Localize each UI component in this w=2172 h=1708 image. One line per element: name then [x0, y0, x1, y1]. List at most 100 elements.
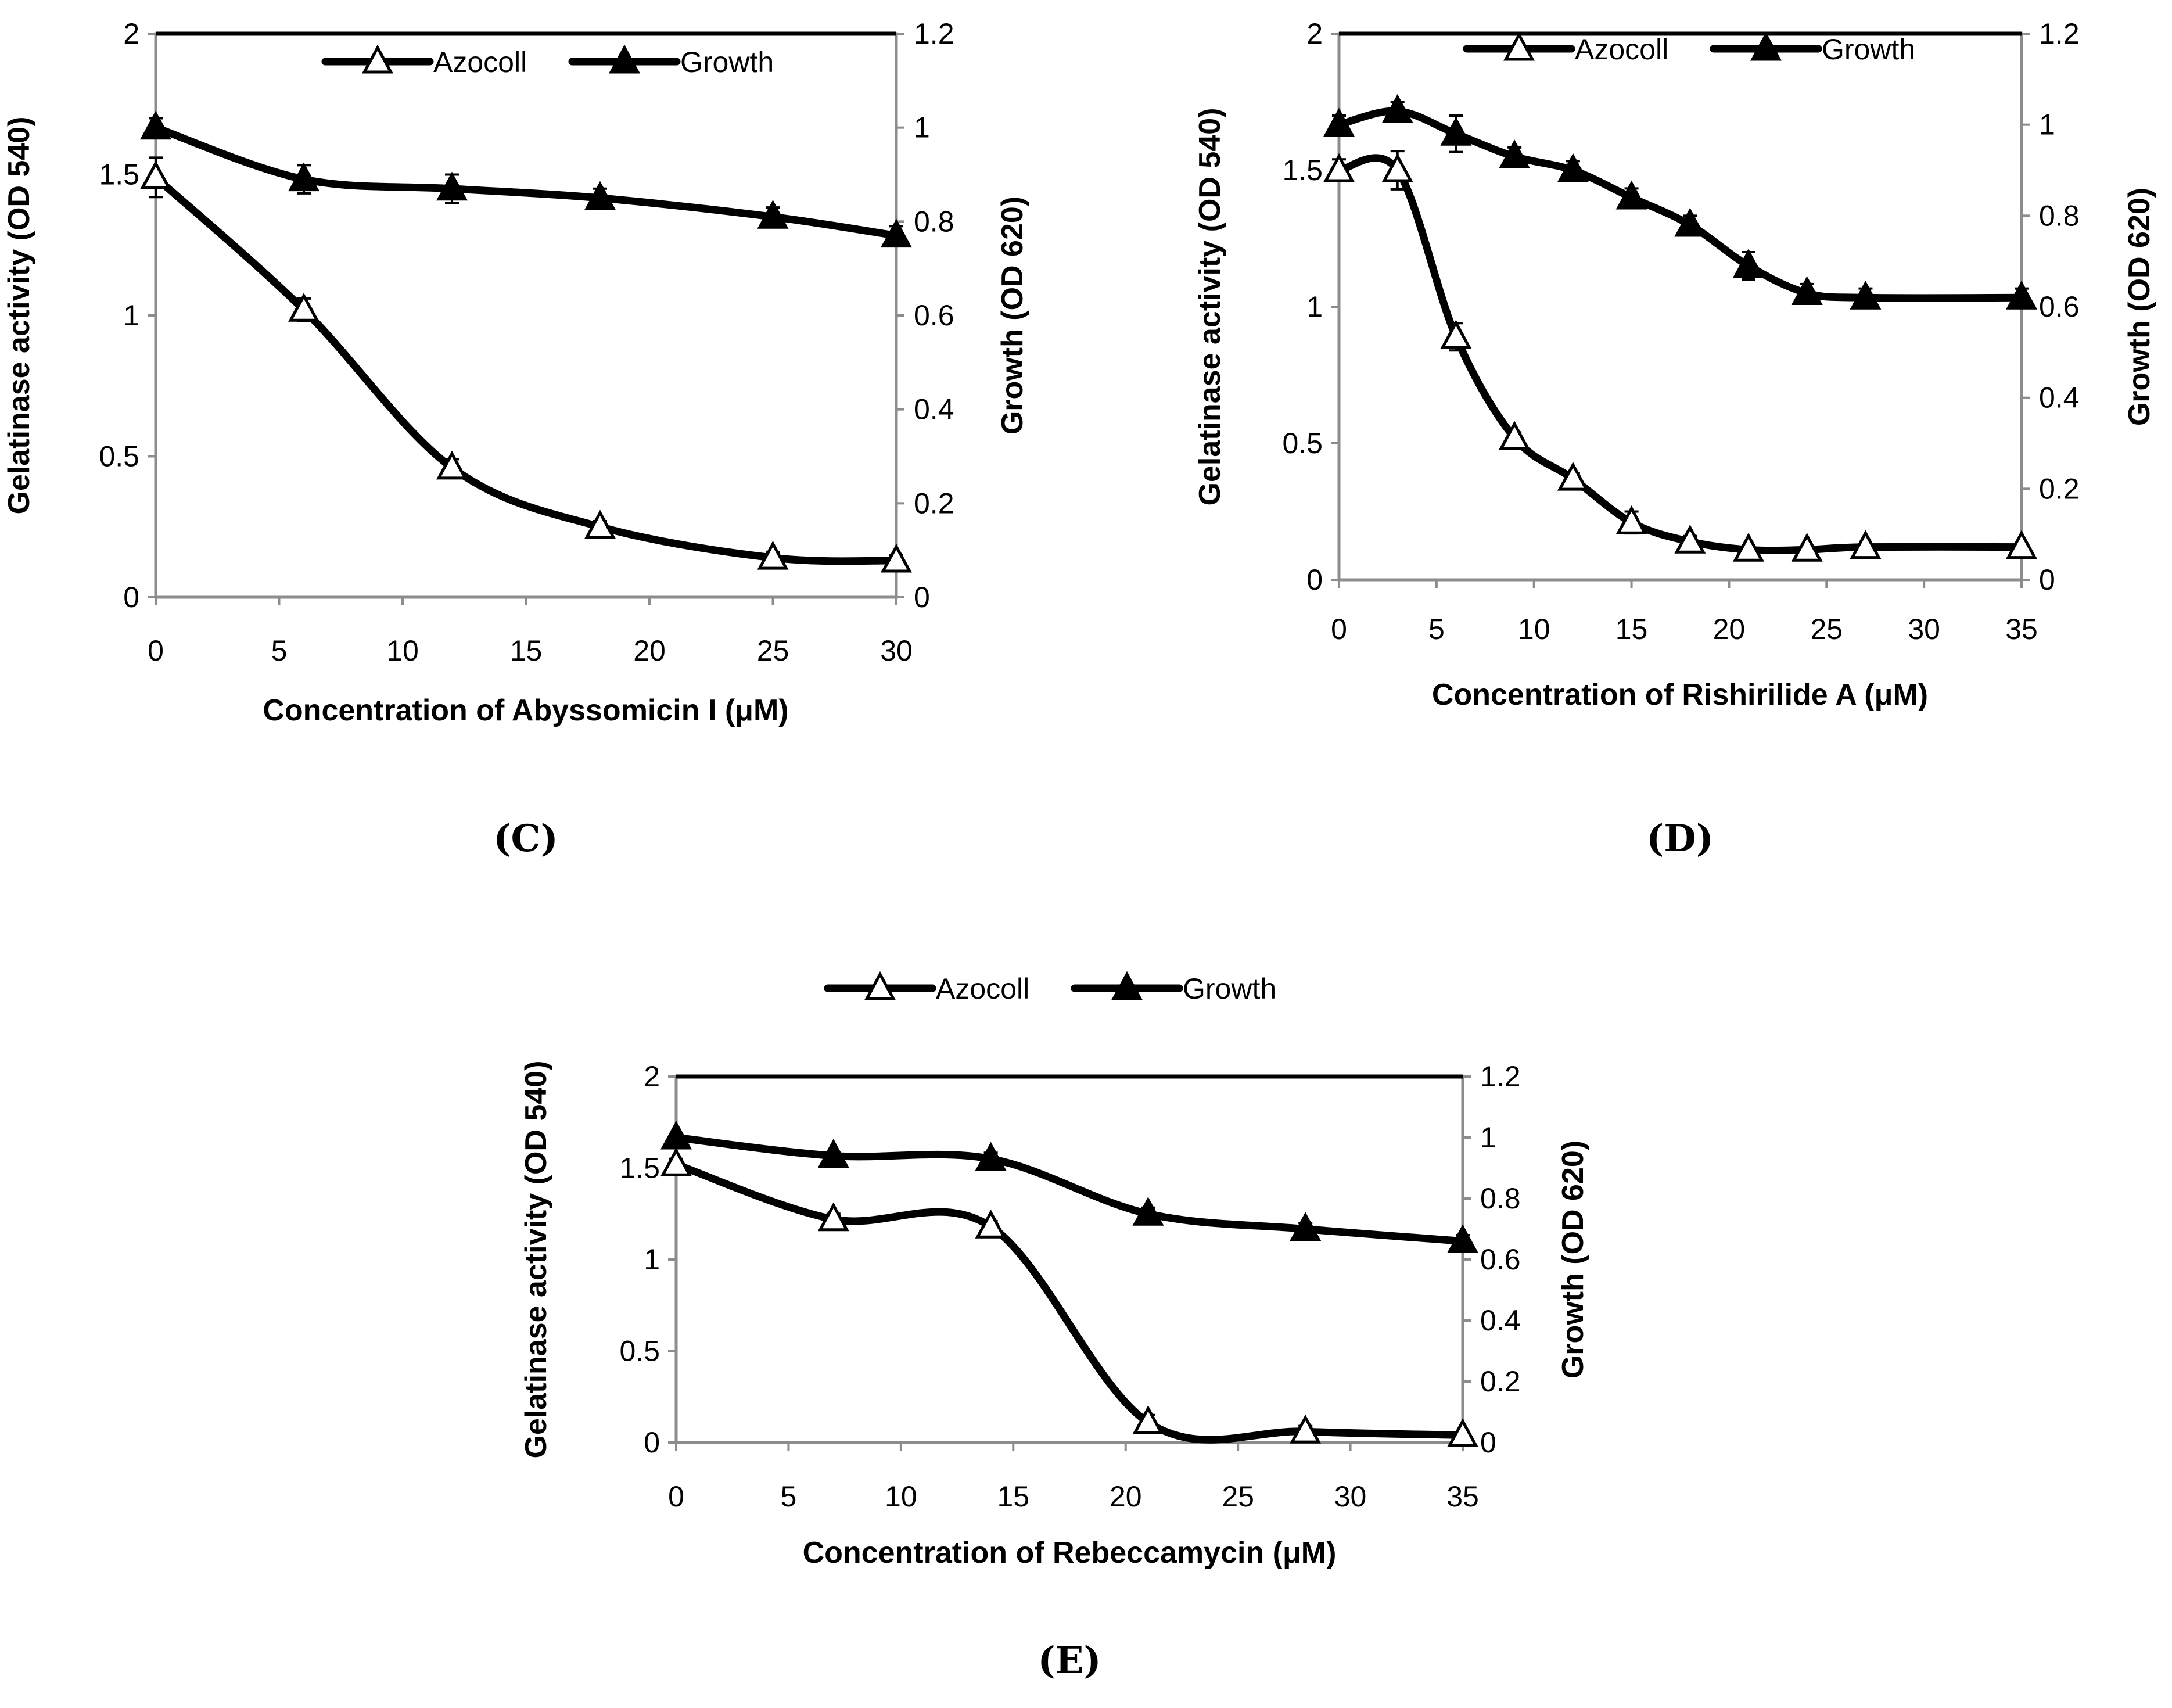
legend-growth-label: Growth: [1183, 973, 1276, 1005]
azocoll-line: [152, 173, 900, 565]
azocoll-point: [139, 160, 172, 189]
growth-line: [1335, 107, 2026, 302]
growth-point: [584, 181, 616, 210]
growth-point: [1290, 1212, 1322, 1241]
growth-point: [1557, 153, 1589, 182]
y-tick-label: 2: [1306, 17, 1323, 50]
y2-axis-title: Growth (OD 620): [996, 196, 1029, 435]
growth-point: [975, 1142, 1007, 1171]
x-tick-label: 30: [1908, 613, 1940, 645]
azocoll-point: [2005, 530, 2038, 559]
y-axis-title: Gelatinase activity (OD 540): [1193, 108, 1227, 506]
x-axis-title: Concentration of Abyssomicin I (μM): [263, 694, 788, 727]
y2-tick-label: 0.2: [2039, 472, 2080, 505]
azocoll-point: [436, 450, 468, 480]
y2-tick-label: 1: [1480, 1121, 1496, 1154]
y2-tick-label: 0.6: [1480, 1243, 1521, 1276]
azocoll-point: [757, 540, 789, 570]
y-tick-label: 0.5: [1282, 427, 1323, 460]
y2-tick-label: 0.4: [1480, 1304, 1521, 1337]
growth-point: [1499, 139, 1531, 168]
growth-point: [1674, 207, 1706, 237]
azocoll-point: [1446, 1418, 1479, 1447]
legend-growth-marker: [1750, 31, 1782, 61]
x-tick-label: 0: [668, 1480, 684, 1513]
y2-tick-label: 1: [914, 112, 930, 144]
x-tick-label: 25: [1222, 1480, 1254, 1513]
y-tick-label: 1.5: [1282, 154, 1323, 186]
x-tick-label: 25: [757, 634, 789, 667]
y-tick-label: 0: [1306, 564, 1323, 596]
y-axis-title: Gelatinase activity (OD 540): [2, 117, 36, 515]
growth-point: [660, 1120, 692, 1150]
y2-tick-label: 1: [2039, 109, 2055, 141]
legend-growth-label: Growth: [680, 46, 774, 78]
y-tick-label: 0.5: [619, 1335, 660, 1368]
azocoll-point: [1850, 530, 1882, 559]
growth-point: [817, 1139, 849, 1168]
panel-label: (C): [493, 817, 558, 860]
x-tick-label: 10: [1518, 613, 1550, 645]
growth-point: [1732, 249, 1765, 278]
azocoll-point: [1791, 533, 1823, 562]
y-tick-label: 1: [644, 1243, 660, 1276]
growth-point: [880, 218, 913, 248]
growth-line: [152, 124, 900, 240]
y2-tick-label: 0: [1480, 1426, 1496, 1459]
growth-point: [1132, 1197, 1164, 1226]
y-tick-label: 2: [644, 1060, 660, 1093]
x-tick-label: 5: [781, 1480, 797, 1513]
growth-point: [139, 110, 172, 140]
x-tick-label: 10: [885, 1480, 917, 1513]
azocoll-line: [672, 1160, 1467, 1444]
y2-tick-label: 1.2: [2039, 17, 2080, 50]
legend-growth-marker: [1111, 971, 1143, 1000]
legend-growth-label: Growth: [1822, 33, 1915, 66]
y2-tick-label: 0.8: [1480, 1182, 1521, 1215]
growth-point: [288, 162, 320, 192]
growth-point: [436, 171, 468, 201]
azocoll-point: [1674, 524, 1706, 554]
x-tick-label: 20: [1713, 613, 1746, 645]
x-axis-title: Concentration of Rebeccamycin (μM): [803, 1536, 1337, 1570]
y2-axis-title: Growth (OD 620): [1556, 1140, 1590, 1379]
legend-azocoll-marker: [361, 44, 394, 74]
azocoll-point: [1732, 533, 1765, 562]
y2-tick-label: 1.2: [914, 17, 954, 50]
azocoll-point: [1499, 421, 1531, 450]
azocoll-point: [1323, 153, 1355, 182]
x-tick-label: 10: [386, 634, 419, 667]
x-tick-label: 20: [1110, 1480, 1142, 1513]
azocoll-point: [288, 293, 320, 322]
y2-tick-label: 0.6: [914, 299, 954, 332]
x-tick-label: 15: [997, 1480, 1029, 1513]
growth-point: [1615, 180, 1647, 210]
y2-tick-label: 0.2: [914, 487, 954, 519]
azocoll-point: [660, 1147, 692, 1176]
azocoll-point: [1381, 153, 1413, 182]
y-tick-label: 0: [123, 581, 139, 613]
azocoll-point: [1132, 1405, 1164, 1434]
growth-point: [1446, 1224, 1479, 1253]
y-tick-label: 1.5: [619, 1152, 660, 1185]
y2-axis-title: Growth (OD 620): [2123, 188, 2156, 426]
azocoll-line: [1335, 154, 2026, 555]
x-tick-label: 5: [1428, 613, 1445, 645]
y-axis-title: Gelatinase activity (OD 540): [519, 1061, 553, 1459]
azocoll-point: [817, 1202, 849, 1232]
y2-tick-label: 1.2: [1480, 1060, 1521, 1093]
x-tick-label: 35: [1446, 1480, 1479, 1513]
azocoll-point: [1290, 1414, 1322, 1444]
y2-tick-label: 0.4: [914, 393, 954, 426]
growth-point: [1440, 117, 1472, 146]
legend-azocoll-marker: [1503, 31, 1535, 61]
azocoll-point: [880, 543, 913, 573]
x-tick-label: 20: [633, 634, 666, 667]
y-tick-label: 1: [1306, 290, 1323, 323]
y2-tick-label: 0.2: [1480, 1365, 1521, 1398]
y2-tick-label: 0: [2039, 564, 2055, 596]
x-tick-label: 0: [1331, 613, 1347, 645]
legend-azocoll-label: Azocoll: [1575, 33, 1668, 66]
